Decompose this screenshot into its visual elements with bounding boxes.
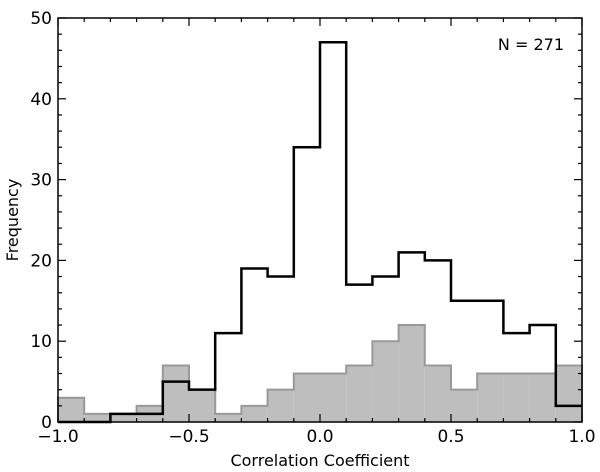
filled-bar <box>555 365 582 422</box>
filled-bar <box>215 413 242 422</box>
y-tick-label: 50 <box>30 9 52 29</box>
y-tick-label: 10 <box>30 332 52 352</box>
sample-size-annotation: N = 271 <box>498 35 564 54</box>
filled-series-edge <box>57 324 583 422</box>
y-tick-label: 20 <box>30 251 52 271</box>
filled-bar <box>189 389 216 422</box>
filled-bar <box>503 373 530 422</box>
x-tick-label: −1.0 <box>37 427 78 447</box>
filled-bar <box>293 373 320 422</box>
filled-bar <box>110 413 137 422</box>
filled-bar <box>241 405 268 422</box>
outline-histogram-series <box>58 40 582 424</box>
axis-ticks <box>57 17 583 423</box>
y-tick-label: 30 <box>30 171 52 191</box>
filled-bar <box>477 373 504 422</box>
outline-series-line <box>58 40 582 424</box>
filled-bar <box>320 373 347 422</box>
filled-bar <box>451 389 478 422</box>
filled-bar <box>346 365 373 422</box>
x-tick-label: 1.0 <box>568 427 595 447</box>
x-tick-label: −0.5 <box>168 427 209 447</box>
y-tick-label: 0 <box>41 413 52 433</box>
x-axis-label: Correlation Coefficient <box>230 451 409 470</box>
x-tick-label: 0.0 <box>306 427 333 447</box>
filled-bar <box>529 373 556 422</box>
filled-bar <box>424 365 451 422</box>
filled-bar <box>162 365 189 422</box>
y-tick-label: 40 <box>30 90 52 110</box>
filled-bar <box>398 325 425 422</box>
filled-bar <box>372 341 399 422</box>
filled-bar <box>84 413 111 422</box>
y-axis-label: Frequency <box>3 179 22 262</box>
filled-bar <box>58 397 85 422</box>
x-tick-label: 0.5 <box>437 427 464 447</box>
axis-tick-labels: −1.0 −0.5 0.0 0.5 1.0 0 10 20 30 40 50 <box>30 9 595 447</box>
filled-bar <box>267 389 294 422</box>
filled-histogram-series <box>57 324 583 422</box>
